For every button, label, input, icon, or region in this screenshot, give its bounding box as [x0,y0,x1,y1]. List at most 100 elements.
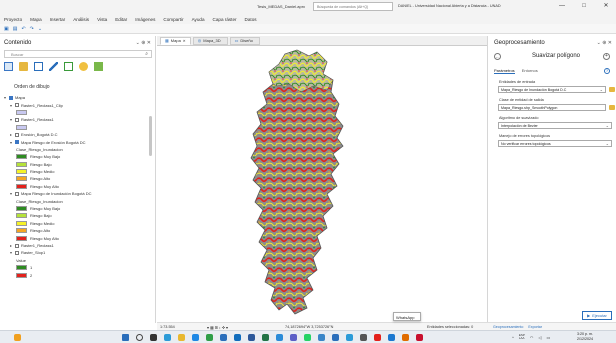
volume-icon[interactable]: ◁ [538,334,542,340]
status-tools-icon[interactable]: ▾ ▦ ⊞ ↕ ✣ ▾ [207,326,228,330]
input-features-dropdown[interactable]: Mapa_Riesgo de Inundación Bogotá D.C ⌄ [498,86,606,93]
chevron-down-icon[interactable]: ▾ [10,117,13,123]
back-arrow-icon[interactable]: ← [494,53,501,60]
widgets-icon[interactable] [164,334,171,341]
folder-icon[interactable] [609,105,615,110]
map-tab-0[interactable]: ▦ Mapa ✕ [160,36,191,45]
close-button[interactable]: ✕ [603,3,609,9]
layer-visibility-checkbox[interactable] [15,250,19,255]
start-icon[interactable] [122,334,129,341]
search-icon[interactable] [136,334,143,341]
add-icon[interactable]: + [603,53,610,60]
explorer-icon[interactable] [178,334,185,341]
maximize-button[interactable]: □ [582,3,586,9]
edge-icon[interactable] [192,334,199,341]
contents-pane-controls[interactable]: ⌄ ⊕ ✕ [135,40,151,46]
undo-icon[interactable]: ↶ [21,25,26,32]
help-icon[interactable]: ? [604,68,610,74]
smoothing-algorithm-dropdown[interactable]: Interpolación de Bezier ⌄ [498,122,612,129]
chevron-down-icon[interactable]: ▾ [4,95,7,101]
scale-selector[interactable]: 1:73.554 [160,325,175,329]
settings-icon[interactable] [360,334,367,341]
map-tab-1[interactable]: ◎ Mapa_3D [192,36,228,45]
app4-icon[interactable] [402,334,409,341]
list-by-drawing-order-icon[interactable] [4,62,13,71]
tab-export[interactable]: Exportar [528,324,542,329]
chevron-right-icon[interactable]: ▸ [10,243,13,248]
tab-parameters[interactable]: Parámetros [494,68,515,74]
topology-errors-dropdown[interactable]: No verificar errores topológicos ⌄ [498,140,612,147]
word-icon[interactable] [248,334,255,341]
geoprocessing-pane-controls[interactable]: ⌄ ⊕ ✕ [596,40,612,46]
whatsapp-icon[interactable] [304,334,311,341]
maps-icon[interactable] [332,334,339,341]
layer-row[interactable]: ▾ Raster1_Reclass1_Clip [4,101,144,108]
map-canvas[interactable] [157,46,487,322]
chevron-down-icon[interactable]: ▾ [10,102,13,108]
layer-row[interactable]: ▾ Mapa [4,94,144,101]
chevron-down-icon[interactable]: ▾ [10,191,13,197]
app5-icon[interactable] [416,334,423,341]
layer-visibility-checkbox[interactable] [15,243,19,248]
chevron-up-icon[interactable]: ^ [512,334,514,340]
layer-row[interactable]: ▾ Raster1_Reclass1 [4,116,144,123]
contents-search-input[interactable]: Buscar ⌕ [4,50,152,58]
app-icon[interactable] [346,334,353,341]
layer-row[interactable]: ▸ Raster1_Reclass1 [4,242,144,249]
app2-icon[interactable] [374,334,381,341]
menu-insertar[interactable]: Insertar [49,16,66,22]
excel-icon[interactable] [262,334,269,341]
chevron-down-icon[interactable]: ▾ [10,139,13,145]
clock[interactable]: 3:20 p. m. 2/12/2024 [577,332,593,342]
search-icon[interactable]: ⌕ [145,51,148,57]
chevron-down-icon[interactable]: ▾ [10,250,13,256]
list-by-snapping-icon[interactable] [64,62,73,71]
contents-scrollbar[interactable] [149,116,152,156]
menu-vista[interactable]: Vista [97,16,108,22]
layer-visibility-checkbox[interactable] [15,140,19,145]
menu-editar[interactable]: Editar [115,16,128,22]
battery-icon[interactable]: ▭ [546,334,551,340]
chevron-right-icon[interactable]: ▸ [10,132,13,138]
taskview-icon[interactable] [150,334,157,341]
customize-icon[interactable]: ⌄ [37,25,43,32]
redo-icon[interactable]: ↷ [29,25,34,32]
store-icon[interactable] [220,334,227,341]
layer-visibility-checkbox[interactable] [15,191,19,196]
map-tab-2[interactable]: ▭ Diseño [229,36,260,45]
layer-visibility-checkbox[interactable] [9,95,13,100]
list-by-perspective-icon[interactable] [94,62,103,71]
layer-row[interactable]: ▸ Erosión_Bogotá D.C [4,131,144,138]
list-by-source-icon[interactable] [19,62,28,71]
menu-proyecto[interactable]: Proyecto [4,16,23,22]
app3-icon[interactable] [388,334,395,341]
arcgis-icon[interactable] [276,334,283,341]
menu-datos[interactable]: Datos [244,16,257,22]
map-view[interactable] [157,46,487,322]
new-icon[interactable]: ▣ [4,25,9,32]
minimize-button[interactable]: — [559,3,565,9]
menu-ayuda[interactable]: Ayuda [191,16,205,22]
tab-environments[interactable]: Entornos [521,68,538,73]
chrome-icon[interactable] [206,334,213,341]
layer-row[interactable]: ▾ Mapa Riesgo de Erosión Bogotá DC [4,138,144,145]
list-by-selection-icon[interactable] [34,62,43,71]
layer-visibility-checkbox[interactable] [15,103,19,108]
list-by-labeling-icon[interactable] [79,62,88,71]
menu-imágenes[interactable]: Imágenes [135,16,156,22]
photos-icon[interactable] [318,334,325,341]
menu-compartir[interactable]: Compartir [163,16,184,22]
language-indicator[interactable]: ESP LAA [518,333,525,341]
menu-mapa[interactable]: Mapa [30,16,42,22]
command-search-input[interactable]: Búsqueda de comandos (Alt+Q) [313,2,393,11]
list-by-editing-icon[interactable] [49,62,58,71]
tab-geoprocessing[interactable]: Geoprocesamiento [493,324,524,329]
outlook-icon[interactable] [234,334,241,341]
layer-row[interactable]: ▾ Mapa Riesgo de Inundación Bogotá DC [4,190,144,197]
close-tab-icon[interactable]: ✕ [182,38,186,43]
save-icon[interactable]: ▤ [12,25,18,32]
layer-row[interactable]: ▾ Raster_Slop1 [4,249,144,256]
menu-análisis[interactable]: Análisis [73,16,90,22]
weather-icon[interactable] [14,334,21,341]
layer-visibility-checkbox[interactable] [15,117,19,122]
